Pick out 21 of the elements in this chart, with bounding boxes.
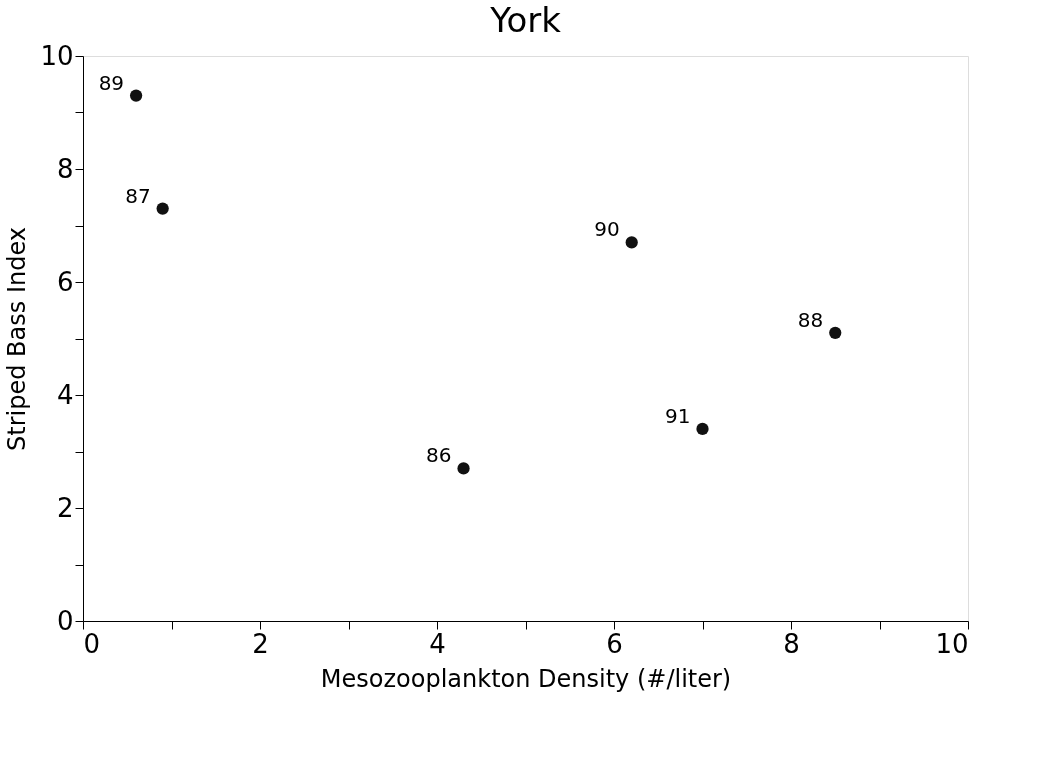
y-tick-label: 2	[56, 492, 74, 523]
chart-title: York	[489, 0, 562, 40]
y-tick-label: 0	[56, 605, 74, 636]
y-tick-label: 10	[40, 40, 74, 71]
annotation: 87	[125, 183, 151, 208]
annotation: 90	[594, 217, 620, 242]
x-tick-label: 0	[83, 628, 101, 659]
y-tick-label: 8	[56, 153, 74, 184]
y-tick-label: 6	[56, 266, 74, 297]
annotation: 86	[426, 443, 452, 468]
y-tick-label: 4	[56, 379, 74, 410]
annotation: 91	[665, 403, 691, 428]
x-tick-label: 8	[783, 628, 800, 659]
x-tick-label: 2	[252, 628, 269, 659]
x-tick-label: 6	[606, 628, 623, 659]
x-tick-label: 4	[429, 628, 446, 659]
y-axis-title: Striped Bass Index	[3, 227, 32, 451]
x-axis-title: Mesozooplankton Density (#/liter)	[320, 664, 732, 693]
x-tick-label: 10	[935, 628, 969, 659]
annotation: 88	[797, 307, 824, 332]
annotation: 89	[98, 70, 125, 95]
